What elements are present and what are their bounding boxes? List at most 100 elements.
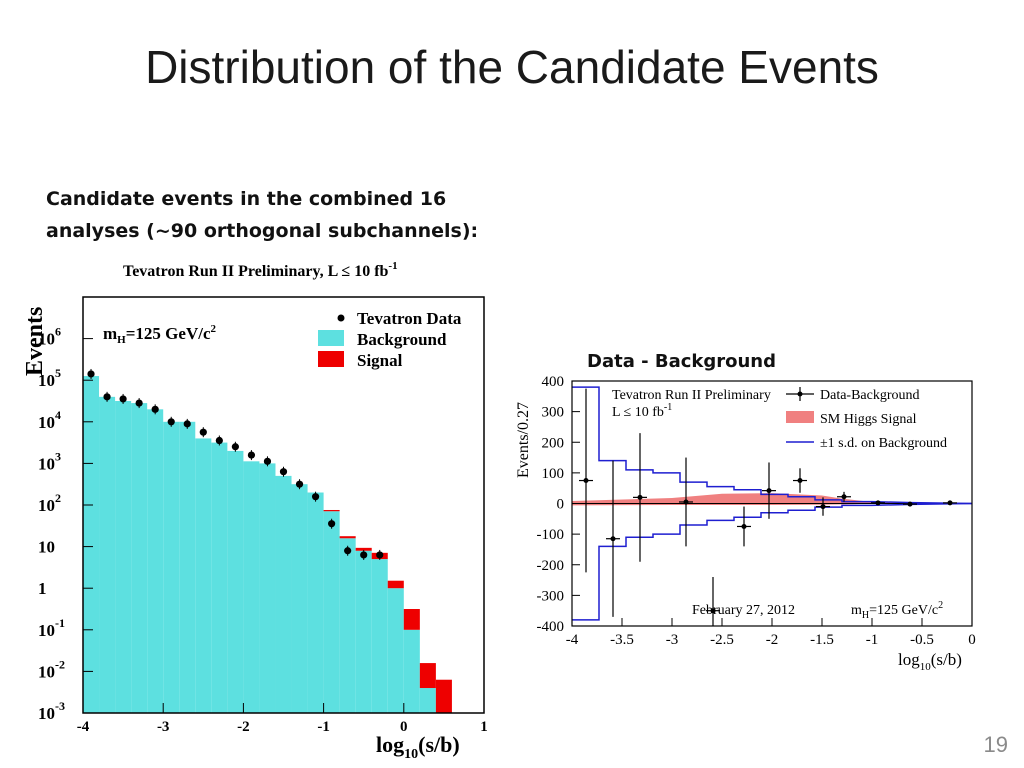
data-point bbox=[183, 420, 191, 428]
data-point bbox=[279, 468, 288, 476]
data-point bbox=[135, 399, 143, 407]
inset-y-tick-labels: 400 300 200 100 0 -100 -200 -300 -400 bbox=[537, 374, 580, 635]
main-plot-area bbox=[83, 368, 452, 713]
inset-y-axis-label: Events/0.27 bbox=[515, 402, 532, 478]
sd-lower-line bbox=[572, 502, 973, 621]
main-histogram-chart: Tevatron Run II Preliminary, L ≤ 10 fb-1… bbox=[22, 260, 488, 762]
inset-data-point bbox=[583, 478, 589, 484]
inset-data-point bbox=[683, 499, 689, 505]
data-point bbox=[328, 520, 336, 528]
background-bar bbox=[371, 559, 388, 713]
inset-data-point bbox=[841, 494, 847, 500]
data-point bbox=[167, 418, 175, 426]
legend-label-background: Background bbox=[357, 330, 447, 349]
legend-data-marker-icon bbox=[337, 314, 345, 322]
data-point bbox=[247, 451, 256, 459]
inset-x-tick-label: -3.5 bbox=[610, 632, 634, 648]
inset-x-tick-label: -4 bbox=[566, 632, 579, 648]
legend-point-marker-icon bbox=[797, 391, 803, 397]
inset-panel-title: Data - Background bbox=[587, 351, 776, 372]
data-point bbox=[103, 393, 111, 401]
inset-data-point bbox=[710, 608, 716, 614]
main-y-tick-label: 102 bbox=[38, 491, 61, 515]
signal-bar bbox=[339, 536, 356, 539]
background-bar bbox=[115, 401, 132, 713]
slide-subtitle: Candidate events in the combined 16 anal… bbox=[46, 188, 479, 242]
data-point bbox=[311, 493, 320, 501]
inset-y-tick-label: 0 bbox=[557, 497, 565, 513]
inset-y-tick-label: -300 bbox=[537, 588, 565, 604]
page-number: 19 bbox=[983, 732, 1008, 757]
main-y-tick-label: 10-3 bbox=[38, 699, 65, 723]
inset-x-tick-label: 0 bbox=[968, 632, 976, 648]
sd-upper-line bbox=[572, 386, 973, 505]
legend-label-data: Tevatron Data bbox=[357, 309, 462, 328]
background-bar bbox=[355, 550, 372, 713]
inset-legend-label-higgs: SM Higgs Signal bbox=[820, 412, 917, 427]
inset-x-tick-label: -2.5 bbox=[710, 632, 734, 648]
main-chart-title: Tevatron Run II Preliminary, L ≤ 10 fb-1 bbox=[123, 260, 398, 280]
inset-y-tick-label: 200 bbox=[542, 435, 565, 451]
background-bar bbox=[131, 403, 148, 713]
main-y-tick-label: 10-2 bbox=[38, 657, 65, 681]
data-point bbox=[295, 480, 304, 488]
main-x-tick-label: -1 bbox=[317, 719, 330, 735]
signal-bar bbox=[403, 609, 420, 630]
inset-x-tick-labels: -4 -3.5 -3 -2.5 -2 -1.5 -1 -0.5 0 bbox=[566, 618, 976, 648]
main-x-tick-label: 0 bbox=[400, 719, 408, 735]
background-bar bbox=[291, 484, 308, 713]
legend-background-swatch bbox=[318, 330, 344, 346]
data-point bbox=[376, 551, 384, 559]
inset-legend: Data-Background SM Higgs Signal ±1 s.d. … bbox=[786, 387, 947, 451]
inset-data-point bbox=[797, 478, 803, 484]
background-bar bbox=[339, 538, 356, 713]
inset-plot-area bbox=[572, 386, 973, 626]
inset-data-point bbox=[741, 523, 747, 529]
main-y-tick-label: 1 bbox=[38, 579, 47, 598]
inset-mass-annotation: mH=125 GeV/c2 bbox=[851, 600, 943, 621]
background-bar bbox=[275, 475, 292, 713]
background-bar bbox=[243, 461, 260, 713]
background-bar bbox=[211, 442, 228, 713]
inset-x-tick-label: -2 bbox=[766, 632, 779, 648]
signal-bar bbox=[355, 547, 372, 551]
inset-data-point bbox=[820, 504, 826, 510]
legend-higgs-band-swatch bbox=[786, 411, 814, 423]
data-point bbox=[119, 395, 127, 403]
inset-legend-label-data: Data-Background bbox=[820, 388, 920, 403]
inset-text-lumi: L ≤ 10 fb-1 bbox=[612, 402, 672, 420]
main-x-tick-label: -4 bbox=[77, 719, 90, 735]
main-x-tick-label: 1 bbox=[480, 719, 488, 735]
main-x-tick-label: -3 bbox=[157, 719, 170, 735]
main-mass-annotation: mH=125 GeV/c2 bbox=[103, 323, 217, 346]
inset-data-point bbox=[610, 536, 616, 542]
data-point bbox=[151, 405, 159, 413]
inset-data-point bbox=[875, 500, 881, 506]
background-bar bbox=[163, 421, 180, 713]
main-y-tick-label: 105 bbox=[38, 366, 61, 390]
inset-data-point bbox=[907, 501, 913, 507]
main-x-tick-label: -2 bbox=[237, 719, 250, 735]
main-y-tick-label: 104 bbox=[38, 408, 61, 432]
main-legend: Tevatron Data Background Signal bbox=[318, 309, 462, 370]
background-bar bbox=[403, 629, 420, 713]
background-bar bbox=[83, 376, 100, 713]
inset-y-tick-label: 300 bbox=[542, 405, 565, 421]
background-bar bbox=[195, 438, 212, 713]
slide-title: Distribution of the Candidate Events bbox=[145, 41, 879, 93]
main-y-tick-label: 10 bbox=[38, 538, 55, 557]
inset-data-point bbox=[947, 500, 953, 506]
inset-y-tick-label: 400 bbox=[542, 374, 565, 390]
legend-signal-swatch bbox=[318, 351, 344, 367]
data-point bbox=[199, 428, 207, 436]
inset-y-tick-label: -100 bbox=[537, 527, 565, 543]
signal-bar bbox=[435, 679, 452, 713]
inset-date: February 27, 2012 bbox=[692, 603, 795, 618]
main-y-axis-label: Events bbox=[22, 307, 48, 376]
inset-text-run: Tevatron Run II Preliminary bbox=[612, 388, 771, 403]
signal-bar bbox=[419, 663, 436, 689]
main-y-tick-label: 103 bbox=[38, 449, 61, 473]
legend-label-signal: Signal bbox=[357, 351, 403, 370]
inset-data-point bbox=[637, 494, 643, 500]
data-point bbox=[360, 551, 368, 559]
